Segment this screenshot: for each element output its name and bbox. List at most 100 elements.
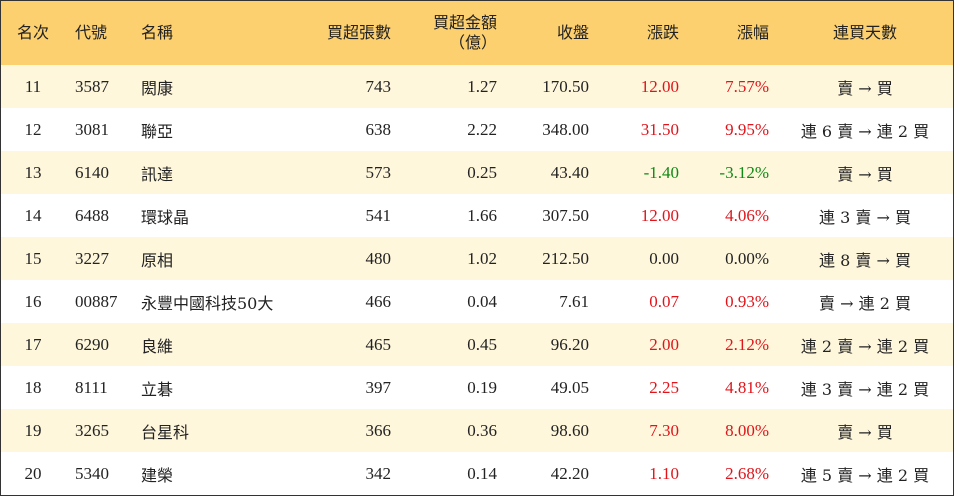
volume-cell: 397 xyxy=(365,377,392,397)
volume-cell: 573 xyxy=(365,162,392,182)
code-cell: 6140 xyxy=(75,162,109,182)
rank-cell: 16 xyxy=(24,291,42,311)
volume-cell: 480 xyxy=(365,248,392,268)
header-rank: 名次 xyxy=(16,23,49,42)
change-pct-cell: 4.81% xyxy=(725,377,769,397)
header-code: 代號 xyxy=(75,23,108,42)
change-pct-cell: 2.68% xyxy=(725,463,769,483)
amount-cell: 1.27 xyxy=(467,76,497,96)
table-row: 15 3227 原相 480 1.02 212.50 0.00 0.00% 連 8 賣 → 買 xyxy=(1,237,953,280)
name-cell: 原相 xyxy=(141,250,174,270)
close-cell: 98.60 xyxy=(550,420,589,440)
code-cell: 3227 xyxy=(75,248,109,268)
table-body: 11 3587 閎康 743 1.27 170.50 12.00 7.57% 賣 → 買 12 30… xyxy=(1,65,953,495)
rank-cell: 12 xyxy=(24,119,42,139)
code-cell: 3587 xyxy=(75,76,109,96)
days-cell: 賣 → 連 2 買 xyxy=(819,293,911,313)
change-cell: 7.30 xyxy=(649,420,679,440)
days-cell: 連 5 賣 → 連 2 買 xyxy=(800,465,930,485)
name-cell: 台星科 xyxy=(141,422,190,442)
name-cell: 立碁 xyxy=(141,379,174,399)
header-amount-line2: （億） xyxy=(448,33,497,52)
change-pct-cell: -3.12% xyxy=(719,162,769,182)
rank-cell: 18 xyxy=(24,377,42,397)
table-row: 14 6488 環球晶 541 1.66 307.50 12.00 4.06% 連 3 賣 → … xyxy=(1,194,953,237)
rank-cell: 19 xyxy=(24,420,42,440)
change-cell: -1.40 xyxy=(643,162,679,182)
header-row: 名次 代號 名稱 買超張數 買超金額 （億） 收盤 漲跌 漲幅 連買天數 xyxy=(1,1,953,65)
code-cell: 5340 xyxy=(75,463,109,483)
name-cell: 聯亞 xyxy=(141,121,174,141)
days-cell: 連 8 賣 → 買 xyxy=(819,250,911,270)
table-row: 16 00887 永豐中國科技50大 466 0.04 7.61 0.07 0.93% 賣 → … xyxy=(1,280,953,323)
days-cell: 賣 → 買 xyxy=(837,78,893,98)
change-cell: 12.00 xyxy=(640,76,679,96)
amount-cell: 0.19 xyxy=(467,377,497,397)
rank-cell: 20 xyxy=(24,463,42,483)
code-cell: 3265 xyxy=(75,420,109,440)
header-volume: 買超張數 xyxy=(326,23,391,42)
amount-cell: 0.45 xyxy=(467,334,497,354)
change-cell: 1.10 xyxy=(649,463,679,483)
change-cell: 12.00 xyxy=(640,205,679,225)
header-name: 名稱 xyxy=(141,23,174,42)
close-cell: 42.20 xyxy=(550,463,589,483)
amount-cell: 0.14 xyxy=(467,463,497,483)
amount-cell: 0.36 xyxy=(467,420,497,440)
change-cell: 2.00 xyxy=(649,334,679,354)
change-cell: 2.25 xyxy=(649,377,679,397)
change-cell: 0.07 xyxy=(649,291,679,311)
header-change: 漲跌 xyxy=(646,23,679,42)
volume-cell: 466 xyxy=(365,291,392,311)
table-row: 11 3587 閎康 743 1.27 170.50 12.00 7.57% 賣 → 買 xyxy=(1,65,953,108)
days-cell: 賣 → 買 xyxy=(837,164,893,184)
table-header: 名次 代號 名稱 買超張數 買超金額 （億） 收盤 漲跌 漲幅 連買天數 xyxy=(1,1,953,65)
name-cell: 閎康 xyxy=(141,78,174,98)
volume-cell: 366 xyxy=(365,420,392,440)
table-row: 18 8111 立碁 397 0.19 49.05 2.25 4.81% 連 3 賣 → 連 2… xyxy=(1,366,953,409)
volume-cell: 342 xyxy=(365,463,392,483)
change-pct-cell: 2.12% xyxy=(725,334,769,354)
days-cell: 賣 → 買 xyxy=(837,422,893,442)
change-cell: 31.50 xyxy=(640,119,679,139)
volume-cell: 541 xyxy=(365,205,392,225)
rank-cell: 15 xyxy=(24,248,42,268)
change-cell: 0.00 xyxy=(649,248,679,268)
close-cell: 307.50 xyxy=(542,205,589,225)
amount-cell: 0.25 xyxy=(467,162,497,182)
change-pct-cell: 0.00% xyxy=(725,248,769,268)
code-cell: 8111 xyxy=(75,377,108,397)
table-row: 17 6290 良維 465 0.45 96.20 2.00 2.12% 連 2 賣 → 連 2… xyxy=(1,323,953,366)
close-cell: 348.00 xyxy=(542,119,589,139)
days-cell: 連 3 賣 → 買 xyxy=(819,207,911,227)
change-pct-cell: 4.06% xyxy=(725,205,769,225)
code-cell: 6488 xyxy=(75,205,109,225)
amount-cell: 1.02 xyxy=(467,248,497,268)
table-row: 20 5340 建榮 342 0.14 42.20 1.10 2.68% 連 5 賣 → 連 2… xyxy=(1,452,953,495)
table-row: 12 3081 聯亞 638 2.22 348.00 31.50 9.95% 連 6 賣 → 連… xyxy=(1,108,953,151)
days-cell: 連 6 賣 → 連 2 買 xyxy=(800,121,930,141)
header-amount: 買超金額 （億） xyxy=(407,1,507,65)
change-pct-cell: 7.57% xyxy=(725,76,769,96)
header-close: 收盤 xyxy=(556,23,589,42)
rank-cell: 14 xyxy=(24,205,42,225)
volume-cell: 743 xyxy=(365,76,392,96)
table-row: 13 6140 訊達 573 0.25 43.40 -1.40 -3.12% 賣 → 買 xyxy=(1,151,953,194)
name-cell: 永豐中國科技50大 xyxy=(141,293,274,313)
close-cell: 7.61 xyxy=(559,291,589,311)
change-pct-cell: 0.93% xyxy=(725,291,769,311)
change-pct-cell: 9.95% xyxy=(725,119,769,139)
name-cell: 建榮 xyxy=(141,465,174,485)
close-cell: 96.20 xyxy=(550,334,589,354)
rank-cell: 13 xyxy=(24,162,42,182)
header-days: 連買天數 xyxy=(832,23,897,42)
change-pct-cell: 8.00% xyxy=(725,420,769,440)
volume-cell: 465 xyxy=(365,334,392,354)
name-cell: 訊達 xyxy=(141,164,174,184)
volume-cell: 638 xyxy=(365,119,392,139)
name-cell: 環球晶 xyxy=(141,207,190,227)
rank-cell: 11 xyxy=(24,76,42,96)
rank-cell: 17 xyxy=(24,334,42,354)
